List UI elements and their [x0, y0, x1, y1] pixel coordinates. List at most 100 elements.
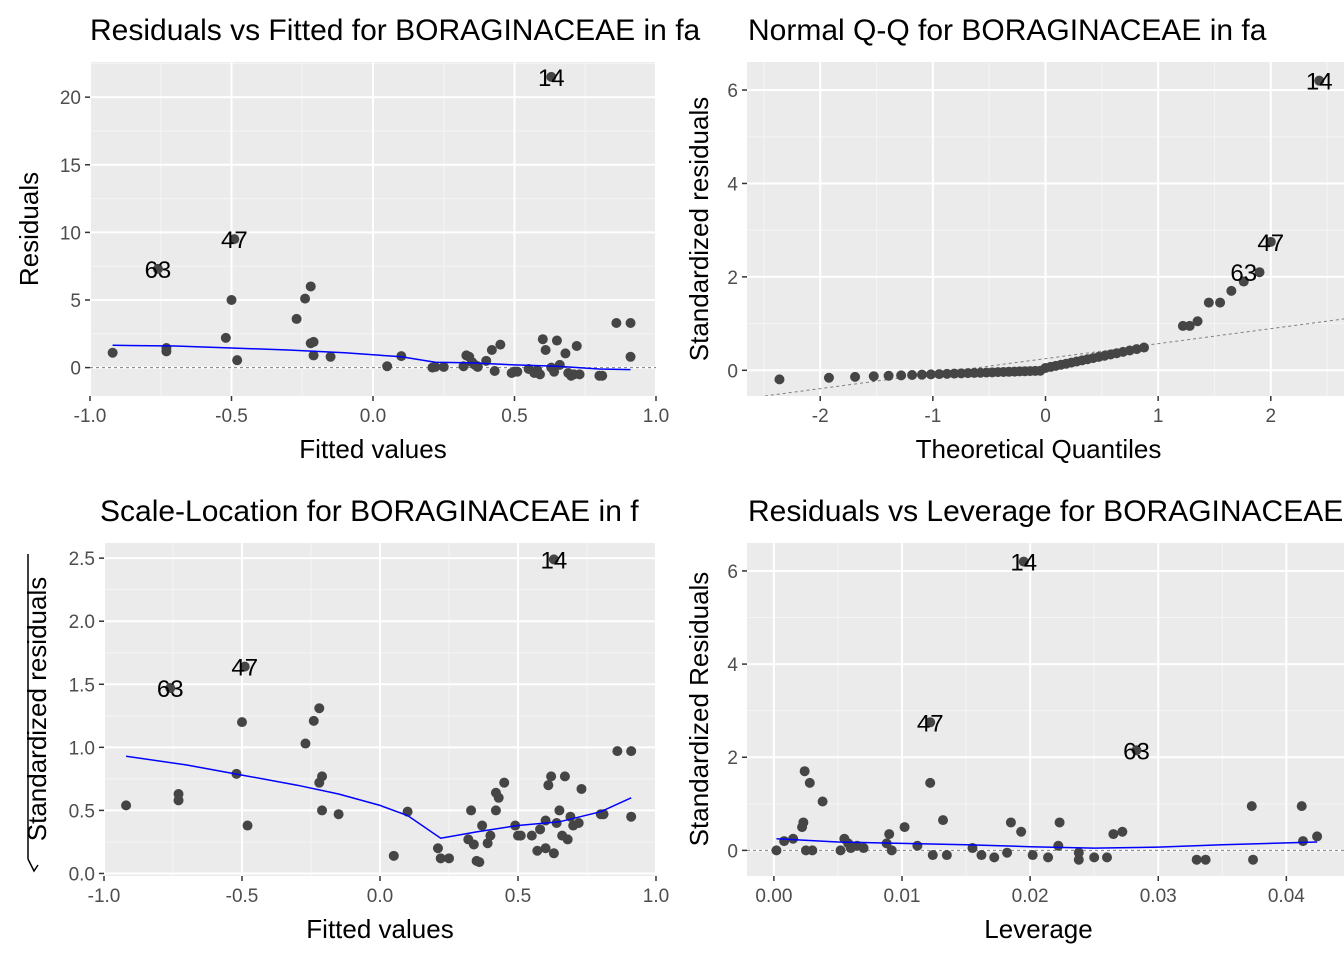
data-point	[242, 820, 253, 831]
data-point	[549, 366, 560, 377]
panel-title: Scale-Location for BORAGINACEAE in f	[100, 495, 639, 528]
x-axis-label: Fitted values	[299, 434, 446, 464]
y-tick-label: 2	[727, 268, 738, 289]
data-point	[1254, 267, 1265, 278]
point-label: 47	[221, 227, 248, 254]
data-point	[925, 717, 936, 728]
data-point	[546, 71, 557, 82]
grid	[90, 62, 656, 396]
data-point	[546, 771, 557, 782]
data-point	[1226, 285, 1237, 296]
data-point	[884, 829, 895, 840]
data-point	[823, 372, 834, 383]
data-point	[472, 361, 483, 372]
data-point	[989, 852, 1000, 863]
data-point	[291, 313, 302, 324]
data-point	[1238, 276, 1249, 287]
data-point	[1265, 236, 1276, 247]
point-label: 63	[145, 257, 172, 284]
data-point	[512, 366, 523, 377]
data-point	[477, 820, 488, 831]
smooth-line	[776, 837, 1318, 849]
x-tick-label: 0.01	[884, 886, 921, 907]
x-tick-label: 0.02	[1012, 886, 1049, 907]
data-point	[573, 818, 584, 829]
data-point	[597, 370, 608, 381]
data-point	[382, 361, 393, 372]
data-point	[548, 554, 559, 565]
data-point	[526, 830, 537, 841]
data-point	[220, 332, 231, 343]
data-point	[626, 746, 637, 757]
y-tick-label: 0	[727, 361, 738, 382]
point-label: 63	[157, 676, 184, 703]
data-point	[611, 317, 622, 328]
data-point	[562, 834, 573, 845]
y-axis-label: Standardized residuals	[22, 577, 52, 842]
data-point	[1314, 75, 1325, 86]
x-tick-label: 0.04	[1268, 886, 1305, 907]
data-point	[317, 771, 328, 782]
data-point	[896, 370, 907, 381]
point-label: 14	[1306, 69, 1333, 96]
data-point	[1073, 854, 1084, 865]
sqrt-symbol	[27, 554, 39, 873]
x-tick-label: 1.0	[643, 406, 669, 427]
x-tick-label: 0.00	[755, 886, 792, 907]
data-point	[1139, 342, 1150, 353]
data-point	[1200, 854, 1211, 865]
y-tick-label: 2.0	[69, 612, 95, 633]
data-point	[308, 336, 319, 347]
data-point	[1131, 745, 1142, 756]
panel-title: Normal Q-Q for BORAGINACEAE in fa	[748, 14, 1267, 47]
data-point	[515, 830, 526, 841]
data-point	[560, 348, 571, 359]
data-point	[173, 789, 184, 800]
data-point	[912, 840, 923, 851]
y-tick-label: 0.5	[69, 801, 95, 822]
data-point	[883, 370, 894, 381]
data-point	[554, 805, 565, 816]
panel-title: Residuals vs Fitted for BORAGINACEAE in …	[90, 14, 701, 47]
data-point	[430, 361, 441, 372]
panel-4: 0.00 0.01 0.02 0.03 0.04 0 2 4 6 14 47 63 Residuals …	[684, 495, 1344, 944]
data-point	[229, 234, 240, 245]
data-point	[435, 853, 446, 864]
data-point	[626, 811, 637, 822]
data-point	[779, 836, 790, 847]
data-point	[774, 374, 785, 385]
data-point	[161, 342, 172, 353]
data-point	[438, 361, 449, 372]
data-point	[300, 293, 311, 304]
data-point	[1018, 556, 1029, 567]
data-point	[559, 771, 570, 782]
data-point	[232, 355, 243, 366]
data-point	[107, 347, 118, 358]
x-tick-label: -0.5	[226, 886, 259, 907]
data-point	[858, 843, 869, 854]
data-point	[868, 371, 879, 382]
data-point	[1016, 826, 1027, 837]
data-point	[308, 715, 319, 726]
data-point	[540, 843, 551, 854]
x-axis-label: Leverage	[984, 914, 1092, 944]
data-point	[886, 845, 897, 856]
data-point	[625, 317, 636, 328]
data-point	[493, 792, 504, 803]
data-point	[305, 281, 316, 292]
data-point	[468, 839, 479, 850]
data-point	[1215, 297, 1226, 308]
data-point	[482, 838, 493, 849]
data-point	[941, 850, 952, 861]
data-point	[817, 796, 828, 807]
data-point	[976, 850, 987, 861]
y-axis-label: Standardized residuals	[684, 97, 714, 362]
qq-line	[760, 318, 1344, 396]
point-label: 63	[1123, 738, 1150, 765]
point-label: 47	[1257, 230, 1284, 257]
data-point	[925, 369, 936, 380]
x-tick-label: 0.5	[505, 886, 531, 907]
smooth-line	[125, 755, 632, 839]
data-point	[771, 845, 782, 856]
